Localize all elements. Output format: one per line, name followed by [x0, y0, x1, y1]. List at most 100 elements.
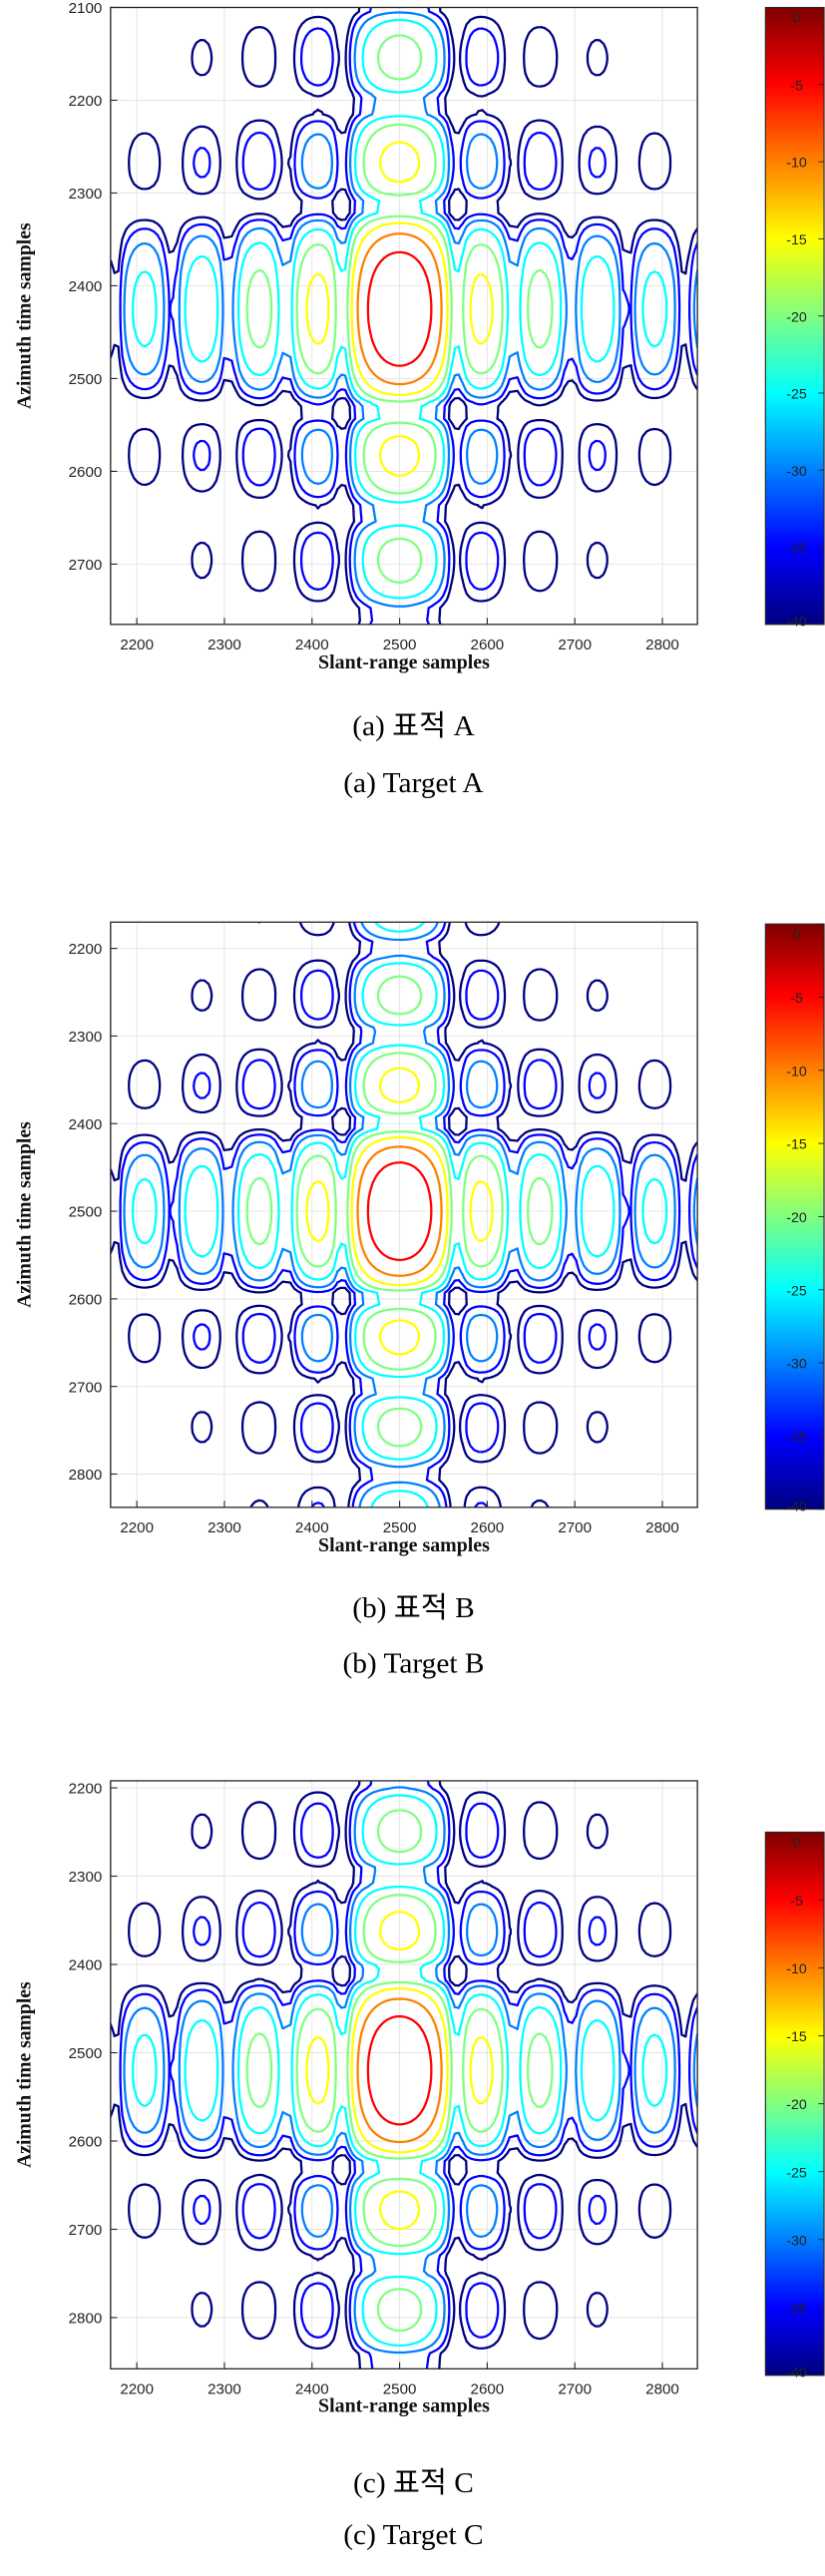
colorbar-tick-label: -15	[786, 1136, 807, 1152]
colorbar-tick-label: -20	[786, 1209, 807, 1225]
colorbar-tick-label: -35	[786, 2301, 807, 2317]
colorbar-tick-label: -25	[786, 1282, 807, 1298]
plot-frame	[110, 1780, 698, 2369]
colorbar-tick-label: -30	[786, 1356, 807, 1372]
x-tick-label: 2400	[295, 1519, 329, 1536]
y-axis-label: Azimuth time samples	[13, 222, 35, 409]
colorbar-tick-label: 0	[793, 926, 801, 942]
contour-level	[119, 1780, 698, 2369]
y-tick-label: 2100	[69, 0, 103, 17]
colorbar-tick-label: -40	[786, 614, 807, 630]
colorbar	[764, 923, 825, 1510]
y-axis-label: Azimuth time samples	[13, 1981, 35, 2168]
x-tick-label: 2300	[207, 1519, 241, 1536]
x-tick-label: 2600	[471, 2381, 505, 2398]
contour-level	[132, 1794, 668, 2348]
contour-level	[123, 11, 698, 608]
y-tick-label: 2600	[69, 464, 103, 481]
colorbar-tick-label: -25	[786, 2164, 807, 2180]
colorbar-tick-label: -40	[786, 2364, 807, 2380]
x-tick-label: 2400	[295, 637, 329, 653]
colorbar-tick-label: -10	[786, 1063, 807, 1078]
colorbar-tick-label: -20	[786, 308, 807, 324]
contour-level	[245, 1809, 554, 2333]
x-tick-label: 2800	[645, 637, 679, 653]
colorbar	[764, 6, 825, 626]
colorbar-tick-label: -10	[786, 155, 807, 171]
y-tick-label: 2200	[69, 941, 103, 958]
caption-english: (a) Target A	[343, 767, 483, 799]
x-tick-label: 2700	[558, 1519, 592, 1536]
contour-level	[132, 18, 668, 600]
y-tick-label: 2400	[69, 278, 103, 295]
panel-0: 2200 2300 2400 2500 2600 2700 2800 2100 2200 2300…	[13, 0, 825, 799]
colorbar	[764, 1831, 825, 2376]
y-tick-label: 2800	[69, 1467, 103, 1484]
contour-level	[123, 1786, 698, 2355]
y-tick-label: 2600	[69, 1292, 103, 1309]
colorbar-tick-label: -35	[786, 1429, 807, 1445]
y-tick-label: 2500	[69, 2045, 103, 2062]
colorbar-tick-label: -5	[790, 990, 803, 1006]
caption-korean: (a) 표적 A	[352, 710, 474, 742]
colorbar-tick-label: -30	[786, 2232, 807, 2248]
contour-level	[366, 1161, 433, 1262]
x-tick-label: 2500	[383, 1519, 417, 1536]
x-axis-label: Slant-range samples	[318, 2394, 490, 2416]
contour-level	[245, 34, 554, 584]
x-tick-label: 2500	[383, 2381, 417, 2398]
colorbar-tick-label: -15	[786, 2028, 807, 2044]
y-tick-label: 2700	[69, 2222, 103, 2239]
x-tick-label: 2800	[645, 1519, 679, 1536]
y-axis-label: Azimuth time samples	[13, 1121, 35, 1308]
y-tick-label: 2200	[69, 1781, 103, 1798]
y-tick-label: 2300	[69, 1869, 103, 1886]
panel-1: 2200 2300 2400 2500 2600 2700 2800 2200 2300 2400…	[13, 921, 825, 1679]
x-tick-label: 2700	[558, 637, 592, 653]
y-tick-label: 2400	[69, 1957, 103, 1974]
plot-area	[110, 1780, 698, 2369]
contour-level	[356, 1997, 443, 2144]
contour-level	[110, 7, 698, 625]
contour-level	[110, 1780, 698, 2369]
contour-set	[110, 7, 698, 625]
contour-level	[356, 232, 443, 386]
x-tick-label: 2400	[295, 2381, 329, 2398]
contour-level	[245, 975, 554, 1448]
x-tick-label: 2800	[645, 2381, 679, 2398]
colorbar-tick-label: -15	[786, 231, 807, 247]
x-tick-label: 2200	[120, 637, 154, 653]
colorbar-tick-label: -10	[786, 1960, 807, 1976]
x-tick-label: 2200	[120, 1519, 154, 1536]
contour-level	[366, 2014, 433, 2126]
colorbar-tick-label: 0	[793, 1834, 801, 1850]
contour-level	[305, 141, 494, 477]
x-tick-label: 2600	[471, 1519, 505, 1536]
contour-level	[305, 1067, 494, 1356]
caption-korean: (b) 표적 B	[352, 1592, 475, 1624]
y-tick-label: 2800	[69, 2311, 103, 2328]
x-tick-label: 2500	[383, 637, 417, 653]
colorbar-tick-label: -30	[786, 463, 807, 479]
y-tick-label: 2700	[69, 557, 103, 574]
x-axis-label: Slant-range samples	[318, 1534, 490, 1556]
x-tick-label: 2200	[120, 2381, 154, 2398]
x-tick-label: 2300	[207, 637, 241, 653]
contour-level	[366, 250, 433, 367]
x-tick-label: 2300	[207, 2381, 241, 2398]
colorbar-tick-label: 0	[793, 10, 801, 26]
y-tick-label: 2700	[69, 1379, 103, 1396]
x-tick-label: 2600	[471, 637, 505, 653]
y-tick-label: 2200	[69, 93, 103, 110]
contour-level	[123, 922, 698, 1507]
colorbar-tick-label: -25	[786, 386, 807, 402]
y-tick-label: 2500	[69, 1204, 103, 1221]
plot-frame	[110, 6, 698, 626]
colorbar-tick-label: -5	[790, 77, 803, 93]
contour-level	[132, 922, 668, 1507]
colorbar-tick-label: -40	[786, 1499, 807, 1514]
caption-korean: (c) 표적 C	[353, 2467, 474, 2499]
contour-level	[119, 922, 698, 1507]
colorbar-tick-label: -5	[790, 1893, 803, 1909]
